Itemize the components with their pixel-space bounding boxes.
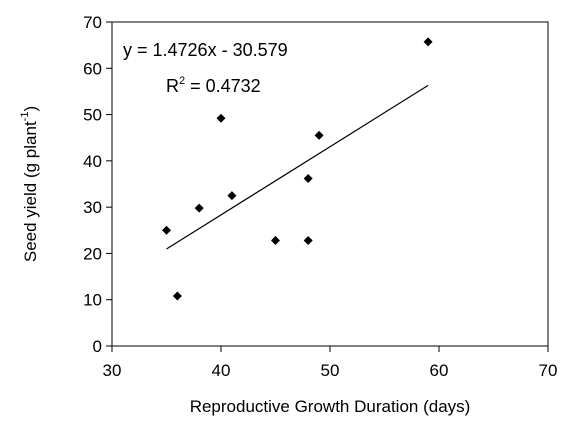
plot-frame	[111, 21, 549, 347]
y-tick-label: 70	[83, 13, 102, 32]
data-point	[216, 113, 226, 123]
data-point	[423, 37, 433, 47]
trendline	[166, 84, 429, 250]
data-point	[314, 130, 324, 140]
y-tick-label: 60	[83, 59, 102, 78]
y-tick-label: 50	[83, 106, 102, 125]
data-point	[162, 225, 171, 235]
y-axis-ticks: 0 10 20 30 40 50 60 70	[83, 13, 112, 356]
x-tick-label: 40	[212, 361, 231, 380]
y-axis-label-main: Seed yield (g plant	[21, 121, 40, 262]
y-tick-label: 20	[83, 244, 102, 263]
r-squared-label: R2 = 0.4732	[166, 75, 261, 96]
x-tick-label: 70	[539, 361, 558, 380]
data-point	[303, 235, 313, 245]
y-axis-label: Seed yield (g plant-1)	[19, 106, 40, 262]
r-squared-value: = 0.4732	[185, 76, 261, 96]
data-point	[227, 191, 237, 201]
y-tick-label: 10	[83, 291, 102, 310]
x-axis-label: Reproductive Growth Duration (days)	[190, 397, 471, 416]
data-points	[162, 37, 433, 301]
r-squared-symbol: R	[166, 76, 179, 96]
x-axis-ticks: 30 40 50 60 70	[103, 346, 558, 380]
regression-equation: y = 1.4726x - 30.579	[123, 40, 288, 60]
x-tick-label: 60	[430, 361, 449, 380]
y-tick-label: 0	[93, 337, 102, 356]
y-axis-label-close: )	[21, 106, 40, 112]
x-tick-label: 30	[103, 361, 122, 380]
x-tick-label: 50	[321, 361, 340, 380]
data-point	[271, 235, 280, 245]
data-point	[194, 203, 204, 213]
data-point	[303, 173, 313, 183]
y-tick-label: 40	[83, 152, 102, 171]
y-axis-label-sup: -1	[19, 112, 31, 122]
y-tick-label: 30	[83, 198, 102, 217]
data-point	[172, 291, 182, 301]
r-squared-superscript: 2	[179, 75, 185, 87]
